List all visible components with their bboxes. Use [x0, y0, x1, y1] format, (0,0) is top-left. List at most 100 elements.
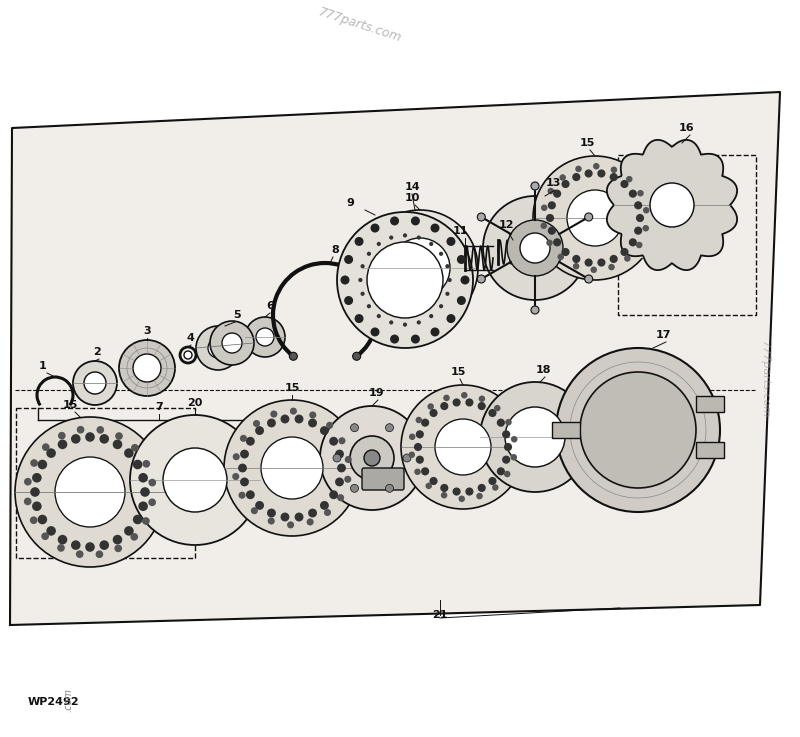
Circle shape	[504, 443, 512, 451]
Circle shape	[390, 335, 399, 343]
Circle shape	[335, 450, 344, 458]
Circle shape	[138, 473, 148, 483]
Circle shape	[354, 314, 363, 323]
Circle shape	[330, 437, 338, 446]
Circle shape	[350, 484, 358, 492]
Circle shape	[476, 493, 482, 500]
Circle shape	[30, 487, 40, 497]
Circle shape	[567, 190, 623, 246]
Circle shape	[590, 267, 597, 273]
Circle shape	[337, 494, 344, 501]
Circle shape	[439, 304, 443, 308]
Circle shape	[488, 477, 497, 485]
Circle shape	[610, 173, 618, 181]
Text: 777parts.com: 777parts.com	[760, 341, 770, 419]
Circle shape	[38, 514, 47, 524]
Circle shape	[133, 460, 142, 469]
Circle shape	[133, 354, 161, 382]
Circle shape	[386, 424, 394, 432]
Circle shape	[446, 237, 455, 246]
Text: 20: 20	[187, 398, 202, 408]
Circle shape	[320, 501, 329, 510]
Circle shape	[390, 238, 450, 298]
Circle shape	[390, 217, 399, 226]
Text: 12: 12	[498, 220, 514, 230]
Circle shape	[417, 321, 421, 324]
Circle shape	[638, 190, 644, 197]
Circle shape	[15, 417, 165, 567]
Circle shape	[417, 236, 421, 240]
Circle shape	[411, 335, 420, 343]
Text: 11: 11	[452, 226, 468, 236]
Circle shape	[370, 327, 379, 337]
Circle shape	[624, 255, 630, 262]
Circle shape	[232, 473, 239, 480]
Circle shape	[634, 226, 642, 235]
Circle shape	[124, 448, 134, 458]
Circle shape	[281, 415, 290, 424]
Circle shape	[497, 467, 505, 475]
Circle shape	[440, 402, 448, 411]
Circle shape	[130, 533, 138, 541]
Circle shape	[142, 460, 150, 468]
Circle shape	[367, 251, 371, 256]
Circle shape	[119, 340, 175, 396]
Circle shape	[611, 144, 733, 266]
Circle shape	[337, 212, 473, 348]
Circle shape	[507, 220, 563, 276]
Circle shape	[30, 517, 38, 524]
Text: .com: .com	[63, 688, 73, 712]
Circle shape	[488, 409, 497, 417]
Circle shape	[531, 306, 539, 314]
Circle shape	[270, 411, 278, 418]
Circle shape	[344, 296, 353, 305]
Circle shape	[511, 436, 518, 442]
Circle shape	[440, 484, 448, 492]
Circle shape	[497, 419, 505, 427]
Circle shape	[575, 166, 582, 172]
Circle shape	[642, 225, 649, 231]
Circle shape	[546, 214, 554, 222]
Circle shape	[24, 478, 32, 486]
Circle shape	[290, 408, 297, 415]
Circle shape	[268, 517, 274, 525]
Circle shape	[113, 439, 122, 449]
Circle shape	[196, 326, 240, 370]
Circle shape	[330, 490, 338, 499]
Circle shape	[85, 542, 94, 552]
Circle shape	[494, 405, 501, 411]
Circle shape	[558, 254, 564, 260]
Circle shape	[634, 201, 642, 209]
Circle shape	[620, 248, 629, 256]
FancyBboxPatch shape	[552, 422, 580, 438]
Circle shape	[502, 455, 510, 464]
Circle shape	[55, 457, 125, 527]
Circle shape	[416, 430, 424, 439]
Circle shape	[95, 551, 103, 558]
Circle shape	[478, 396, 485, 402]
Circle shape	[430, 223, 439, 233]
Circle shape	[163, 448, 227, 512]
Circle shape	[344, 255, 353, 264]
Circle shape	[389, 236, 394, 240]
Text: 8: 8	[331, 245, 339, 255]
Circle shape	[446, 314, 455, 323]
Circle shape	[294, 512, 303, 522]
Circle shape	[131, 444, 138, 452]
Circle shape	[650, 183, 694, 227]
Circle shape	[643, 207, 650, 214]
Text: 15: 15	[450, 367, 466, 377]
Circle shape	[233, 453, 240, 461]
Circle shape	[573, 263, 579, 270]
Text: 5: 5	[233, 310, 241, 320]
Circle shape	[46, 526, 56, 536]
Text: 18: 18	[535, 365, 550, 375]
Circle shape	[320, 426, 329, 435]
Circle shape	[553, 238, 562, 246]
Circle shape	[38, 460, 47, 469]
Circle shape	[502, 430, 510, 439]
Circle shape	[409, 433, 415, 440]
Circle shape	[430, 477, 438, 485]
Text: 6: 6	[266, 301, 274, 311]
Circle shape	[255, 426, 264, 435]
